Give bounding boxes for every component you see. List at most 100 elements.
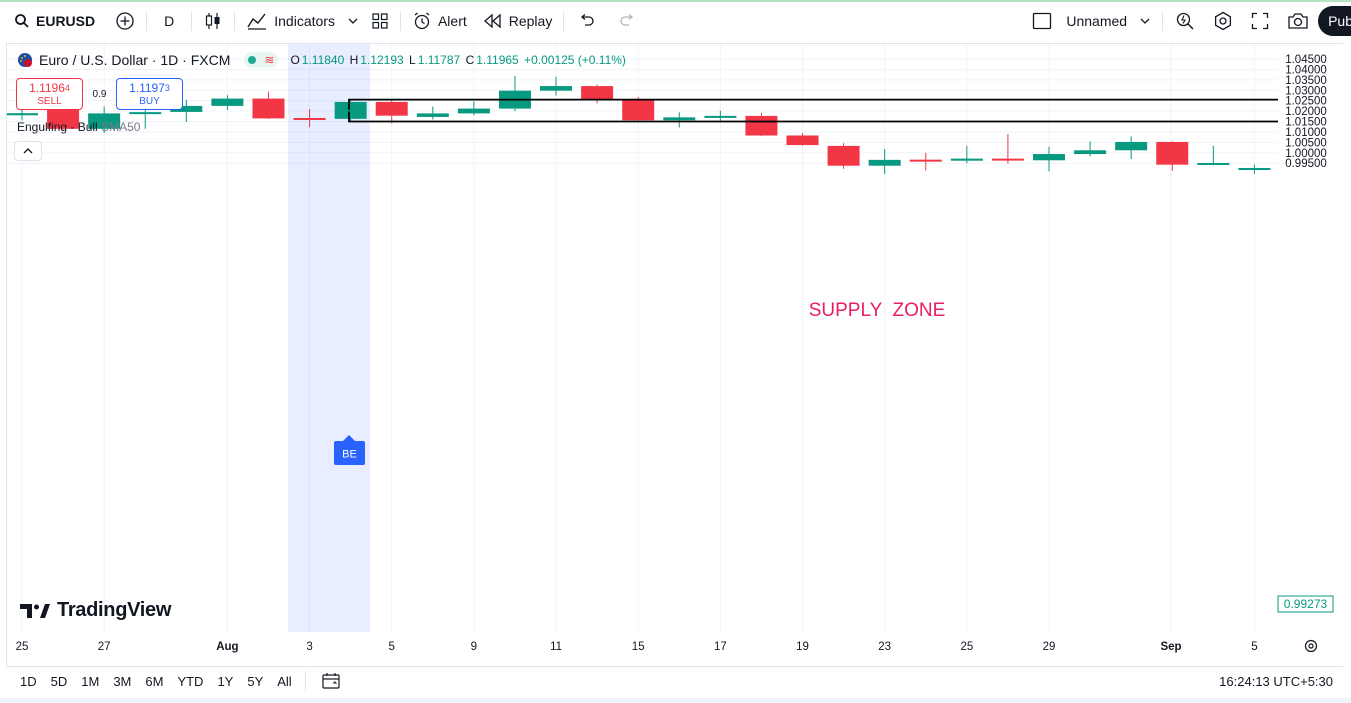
marker-label: BE [342, 449, 357, 461]
toolbar-divider [563, 11, 565, 31]
candle-body-up [416, 113, 449, 117]
pattern-highlight-band [288, 44, 370, 632]
candle-body-down [1156, 141, 1189, 165]
candle-body-up [540, 86, 573, 91]
snapshot-button[interactable] [1278, 5, 1318, 37]
alert-label: Alert [437, 13, 467, 29]
rewind-icon [483, 13, 501, 29]
candle-body-up [7, 113, 38, 116]
time-tick-label: 19 [796, 641, 809, 653]
symbol-search-button[interactable]: EURUSD [0, 5, 103, 37]
price-tick-label: 1.02500 [1285, 96, 1327, 108]
alarm-clock-icon [414, 12, 430, 30]
toolbar-divider [146, 11, 148, 31]
publish-button[interactable]: Pub [1318, 6, 1351, 36]
indicators-icon [247, 13, 267, 30]
price-tick-label: 1.01500 [1285, 117, 1327, 129]
range-6m-button[interactable]: 6M [145, 673, 164, 689]
camera-icon [1288, 13, 1308, 29]
range-1y-button[interactable]: 1Y [217, 673, 234, 689]
indicator-legend[interactable]: Engulfing - Bull SMA50 [17, 120, 140, 134]
layouts-button[interactable] [363, 5, 397, 37]
candle-body-up [129, 112, 162, 115]
supply-zone-bottom-line[interactable] [348, 111, 1278, 123]
candle-body-down [622, 99, 655, 121]
chevron-up-icon [23, 148, 33, 154]
undo-button[interactable] [567, 5, 607, 37]
clock-timezone[interactable]: 16:24:13 UTC+5:30 [1219, 673, 1333, 689]
layout-menu-button[interactable]: Unnamed [1024, 5, 1159, 37]
candle-body-up [704, 115, 737, 118]
fullscreen-icon [1251, 12, 1269, 30]
grid-icon [372, 13, 388, 29]
buy-button[interactable]: 1.11973 BUY [116, 78, 183, 110]
fullscreen-button[interactable] [1242, 5, 1278, 37]
range-5d-button[interactable]: 5D [50, 673, 68, 689]
bottom-toolbar: 1D 5D 1M 3M 6M YTD 1Y 5Y All 16:24:13 UT… [0, 667, 1351, 695]
range-3m-button[interactable]: 3M [113, 673, 132, 689]
open-key: O [290, 53, 300, 67]
supply-zone[interactable]: SUPPLY ZONE [348, 98, 1278, 321]
collapse-legend-button[interactable] [14, 141, 42, 161]
candle-body-down [47, 107, 80, 129]
time-tick-label: 17 [714, 641, 727, 653]
engulfing-marker[interactable]: BE [334, 435, 365, 465]
go-to-date-button[interactable] [314, 669, 348, 693]
range-ytd-button[interactable]: YTD [177, 673, 204, 689]
candle-body-up [950, 158, 983, 161]
range-1m-button[interactable]: 1M [81, 673, 100, 689]
time-tick-label: 5 [389, 641, 395, 653]
marker-pointer [343, 435, 355, 441]
range-1d-button[interactable]: 1D [20, 673, 37, 689]
candles-icon [206, 13, 220, 29]
chart-pane[interactable] [6, 43, 1343, 667]
alert-button[interactable]: Alert [404, 5, 475, 37]
compare-symbol-button[interactable] [107, 5, 143, 37]
indicator-templates-button[interactable] [343, 5, 363, 37]
indicators-button[interactable]: Indicators [238, 5, 343, 37]
price-tick-label: 1.03500 [1285, 75, 1327, 87]
chart-settings-button[interactable] [1304, 639, 1318, 653]
high-key: H [349, 53, 359, 67]
supply-zone-top-line[interactable] [348, 98, 1278, 110]
quick-search-button[interactable] [1166, 5, 1204, 37]
interval-button[interactable]: D [150, 5, 188, 37]
symbol-label: EURUSD [36, 13, 96, 29]
candle-body-down [745, 115, 778, 136]
redo-button[interactable] [607, 5, 647, 37]
last-price-label: 0.99273 [1284, 597, 1328, 611]
supply-zone-label: SUPPLY ZONE [809, 300, 946, 321]
sell-label: SELL [37, 96, 62, 107]
tradingview-watermark[interactable]: TradingView [19, 599, 171, 622]
indicator-name: Engulfing - Bull [17, 120, 98, 134]
candle-body-down [375, 101, 408, 116]
gear-icon-core [1308, 643, 1314, 649]
replay-button[interactable]: Replay [475, 5, 561, 37]
flag-icon [18, 53, 32, 67]
toolbar-divider [399, 11, 401, 31]
price-tick-label: 1.03000 [1285, 85, 1327, 97]
toolbar-divider [191, 11, 193, 31]
range-5y-button[interactable]: 5Y [247, 673, 264, 689]
sell-button[interactable]: 1.11964 SELL [16, 78, 83, 110]
indicator-param: SMA50 [101, 120, 141, 134]
time-tick-label: 29 [1043, 641, 1056, 653]
time-tick-label: 3 [306, 641, 312, 653]
price-tick-label: 1.02000 [1285, 106, 1327, 118]
range-all-button[interactable]: All [277, 673, 292, 689]
price-chart[interactable]: SUPPLY ZONE BE 1.045001.040001.035001.03… [0, 0, 1351, 667]
candle-body-down [827, 145, 860, 166]
settings-button[interactable] [1204, 5, 1242, 37]
layout-box-icon [1033, 12, 1052, 30]
chart-type-button[interactable] [195, 5, 231, 37]
watermark-text: TradingView [57, 599, 172, 621]
price-axis[interactable]: 1.045001.040001.035001.030001.025001.020… [1285, 54, 1327, 170]
time-tick-label: Aug [216, 641, 238, 653]
market-status-pill[interactable]: ≋ [244, 52, 279, 68]
time-tick-label: 11 [550, 641, 562, 653]
bottom-edge [0, 698, 1351, 703]
candle-body-up [1115, 141, 1148, 151]
price-tick-label: 1.00000 [1285, 148, 1327, 160]
publish-label: Pub [1328, 13, 1351, 29]
time-axis[interactable]: 25 27 Aug 3 5 9 11 15 17 19 23 25 29 Sep 5 [16, 641, 1258, 653]
